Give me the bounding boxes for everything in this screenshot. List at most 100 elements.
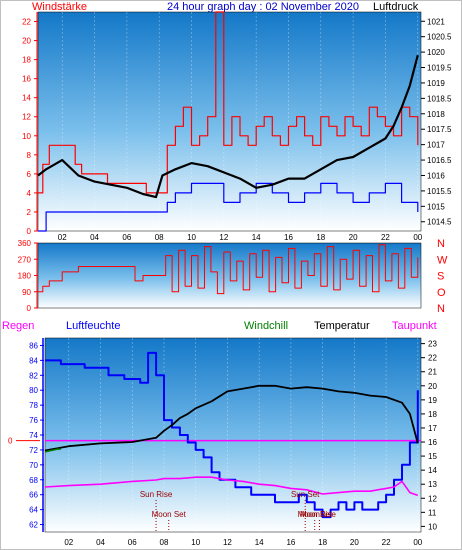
temperature-tick-label: 18 (428, 410, 437, 419)
hour-tick-label: 14 (255, 538, 264, 547)
humidity-tick-label: 64 (29, 506, 38, 515)
hour-tick-label: 10 (187, 233, 196, 242)
pressure-tick-label: 1018 (427, 110, 445, 119)
temp-humidity-marks (44, 351, 421, 519)
direction-tick-label: 90 (22, 288, 31, 297)
humidity-tick-label: 84 (29, 356, 38, 365)
humidity-tick-label: 80 (29, 386, 38, 395)
pressure-tick-label: 1021 (427, 17, 445, 26)
temperature-axis: 10 11 12 13 14 15 16 17 18 19 20 21 22 23 (421, 340, 437, 531)
pressure-series-line (37, 54, 419, 199)
hour-axis-bottom: 02 04 06 08 10 12 14 16 18 20 22 00 (64, 538, 422, 547)
wind-series-line (38, 11, 419, 194)
windchill-series-line (44, 448, 61, 453)
hour-tick-label: 02 (58, 233, 67, 242)
pressure-tick-label: 1017 (427, 141, 445, 150)
humidity-tick-label: 66 (29, 491, 38, 500)
pressure-tick-label: 1019 (427, 79, 445, 88)
pressure-label: Luftdruck (373, 1, 419, 13)
temperature-series-line (44, 384, 419, 452)
humidity-tick-label: 76 (29, 416, 38, 425)
direction-tick-label: 270 (18, 255, 32, 264)
windchill-label: Windchill (244, 320, 288, 332)
humidity-tick-label: 62 (29, 521, 38, 530)
compass-label: S (437, 271, 444, 283)
dewpoint-series-line (44, 476, 419, 497)
event-label: MoonRise (300, 510, 337, 519)
hour-tick-label: 06 (128, 538, 137, 547)
hour-tick-label: 12 (223, 538, 232, 547)
pressure-axis: 1014.5 1015 1015.5 1016 1016.5 1017 1017.5 1018… (421, 17, 452, 227)
hour-tick-label: 16 (286, 538, 295, 547)
temperature-tick-label: 17 (428, 424, 437, 433)
wind-tick-label: 4 (27, 189, 32, 198)
hour-tick-label: 20 (350, 538, 359, 547)
temperature-tick-label: 12 (428, 494, 437, 503)
temperature-tick-label: 22 (428, 354, 437, 363)
event-label: Moon Set (152, 510, 187, 519)
temperature-tick-label: 11 (428, 508, 437, 517)
rain-label: Regen (2, 320, 34, 332)
humidity-label: Luftfeuchte (66, 320, 120, 332)
compass-label: O (437, 287, 446, 299)
temp-humidity-grid (68, 338, 419, 532)
event-label: Moon Set (298, 510, 333, 519)
pressure-tick-label: 1020.5 (427, 33, 452, 42)
hour-tick-label: 14 (252, 233, 261, 242)
wind-tick-label: 12 (22, 113, 31, 122)
wind-direction-marks (38, 244, 419, 295)
pressure-tick-label: 1016.5 (427, 156, 452, 165)
hour-tick-label: 00 (413, 233, 422, 242)
humidity-tick-label: 78 (29, 401, 38, 410)
wind-tick-label: 22 (22, 18, 31, 27)
humidity-series-line (45, 351, 419, 519)
hour-tick-label: 22 (381, 233, 390, 242)
hour-axis-top: 02 04 06 08 10 12 14 16 18 20 22 00 (58, 233, 423, 242)
pressure-tick-label: 1015.5 (427, 187, 452, 196)
wind-tick-label: 20 (22, 37, 31, 46)
hour-tick-label: 16 (284, 233, 293, 242)
wind-strength-label: Windstärke (32, 1, 87, 13)
wind-direction-line (38, 244, 419, 295)
temperature-tick-label: 13 (428, 480, 437, 489)
temperature-tick-label: 21 (428, 368, 437, 377)
wind-direction-panel (37, 242, 422, 309)
wind-pressure-marks (37, 11, 419, 232)
wind-axis: 0 2 4 6 8 10 12 14 16 18 20 22 (22, 12, 38, 236)
humidity-tick-label: 72 (29, 446, 38, 455)
humidity-tick-label: 82 (29, 371, 38, 380)
compass-label: W (437, 254, 448, 266)
temperature-tick-label: 23 (428, 340, 437, 349)
hour-tick-label: 04 (90, 233, 99, 242)
temperature-tick-label: 16 (428, 438, 437, 447)
direction-tick-label: 360 (18, 239, 32, 248)
event-label: Sun Rise (140, 490, 173, 499)
compass-label: N (437, 303, 445, 315)
pressure-tick-label: 1019.5 (427, 64, 452, 73)
pressure-tick-label: 1015 (427, 202, 445, 211)
temperature-tick-label: 19 (428, 396, 437, 405)
direction-tick-label: 180 (18, 272, 32, 281)
hour-tick-label: 12 (219, 233, 228, 242)
compass-label: N (437, 238, 445, 250)
humidity-tick-label: 70 (29, 461, 38, 470)
humidity-tick-label: 74 (29, 431, 38, 440)
temperature-tick-label: 14 (428, 466, 437, 475)
wind-tick-label: 14 (22, 94, 31, 103)
wind-pressure-panel (37, 11, 422, 232)
hour-tick-label: 02 (64, 538, 73, 547)
temperature-tick-label: 15 (428, 452, 437, 461)
pressure-tick-label: 1016 (427, 171, 445, 180)
wind-tick-label: 8 (27, 151, 32, 160)
wind-tick-label: 6 (27, 170, 32, 179)
dewpoint-label: Taupunkt (392, 320, 437, 332)
temperature-label: Temperatur (314, 320, 370, 332)
hour-tick-label: 10 (191, 538, 200, 547)
gust-series-line (38, 182, 419, 232)
hour-tick-label: 08 (160, 538, 169, 547)
graph-title: 24 hour graph day : 02 November 2020 (167, 1, 359, 13)
hour-tick-label: 04 (96, 538, 105, 547)
